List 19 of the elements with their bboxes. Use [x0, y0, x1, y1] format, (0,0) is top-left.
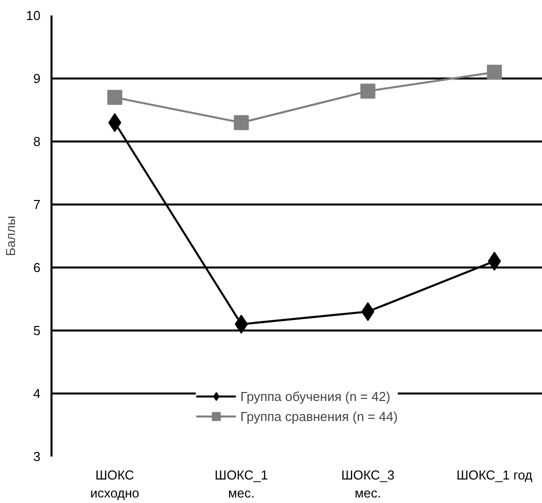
y-tick-label: 5 [33, 323, 41, 338]
legend-label: Группа обучения (n = 42) [240, 388, 390, 404]
y-axis-title: Баллы [3, 216, 18, 256]
x-tick-label: ШОКС исходно [90, 468, 140, 500]
x-tick-label: ШОКС_1 мес. [214, 468, 268, 500]
y-tick-label: 3 [33, 449, 41, 464]
point [360, 84, 376, 99]
y-tick-label: 4 [33, 386, 41, 401]
point [107, 90, 122, 105]
y-tick-label: 7 [33, 197, 41, 212]
y-tick-label: 6 [33, 260, 41, 275]
y-tick-label: 10 [26, 8, 41, 23]
point [234, 115, 249, 130]
y-tick-label: 8 [33, 134, 41, 149]
x-tick-label: ШОКС_3 мес. [341, 468, 395, 500]
legend-label: Группа сравнения (n = 44) [240, 408, 398, 424]
point [486, 64, 502, 80]
y-tick-label: 9 [33, 71, 41, 86]
x-tick-label: ШОКС_1 год [456, 468, 533, 482]
